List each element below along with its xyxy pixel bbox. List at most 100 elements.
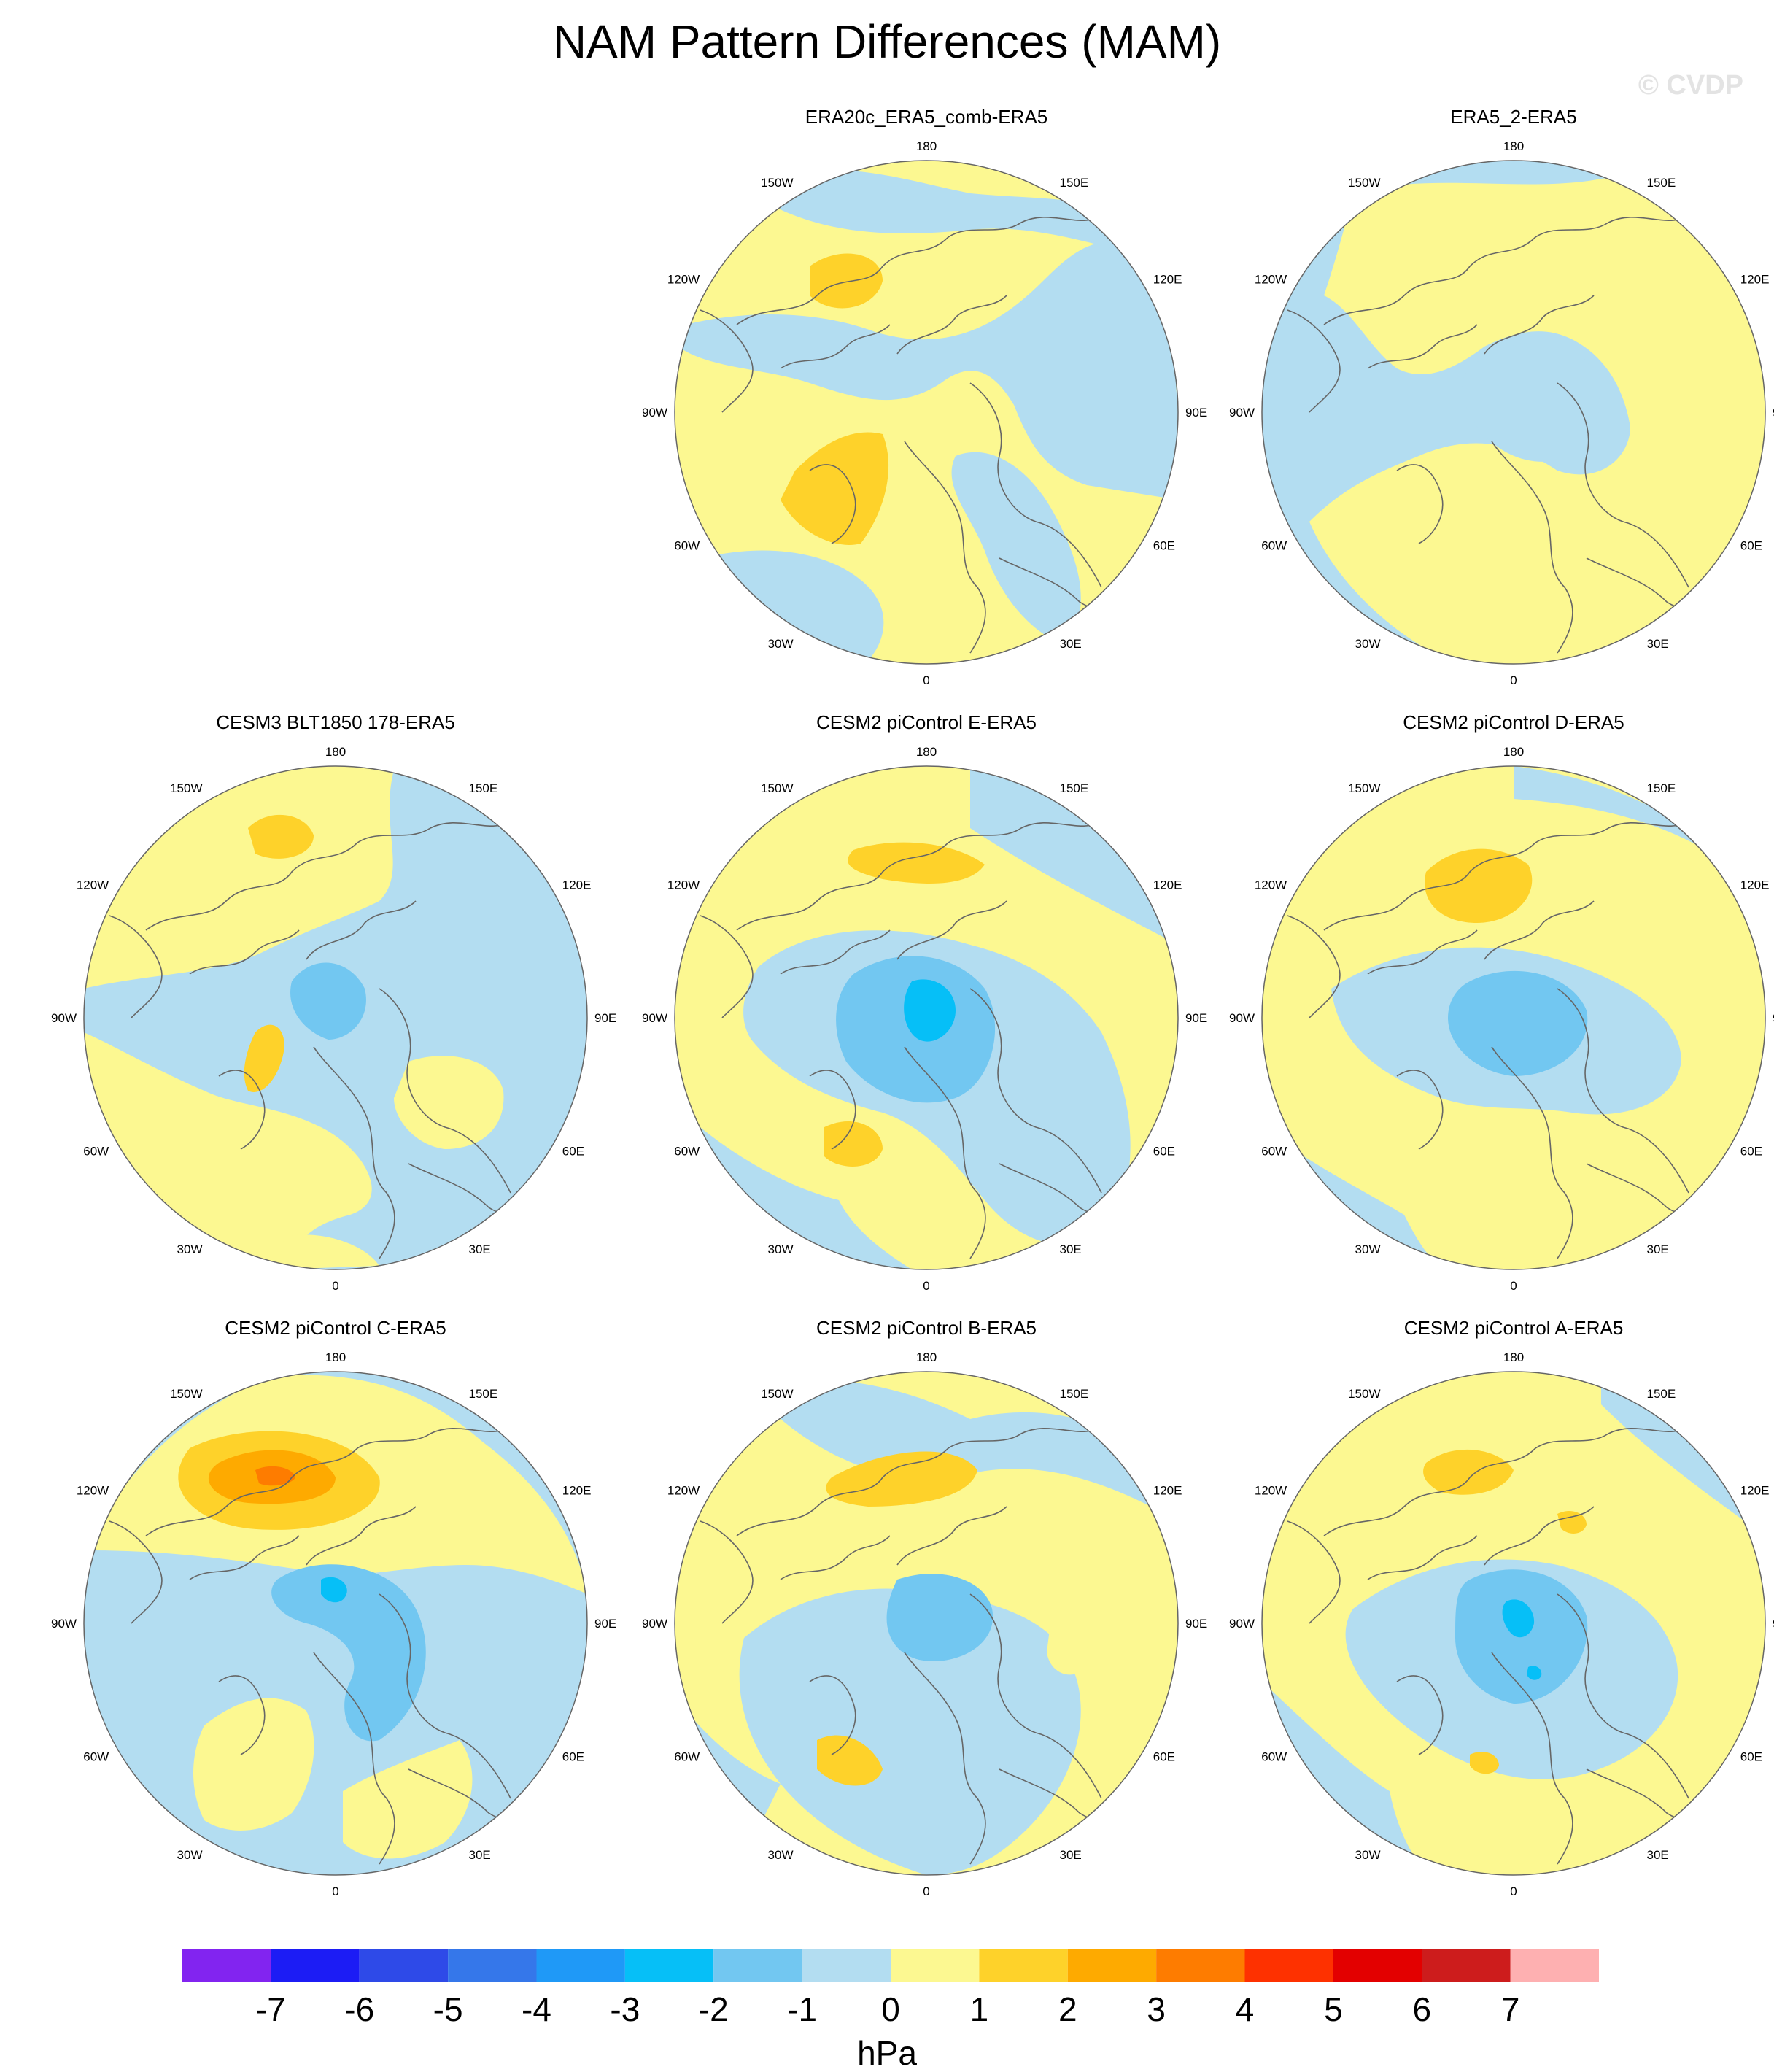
longitude-label: 120E xyxy=(562,1484,592,1498)
coastline xyxy=(809,1070,856,1150)
longitude-label: 60E xyxy=(1153,1145,1175,1159)
coastline xyxy=(969,988,1102,1194)
anomaly-contour-region xyxy=(1047,1622,1088,1675)
longitude-label: 30E xyxy=(1647,1848,1669,1862)
colorbar-box xyxy=(271,1949,360,1982)
colorbar-box xyxy=(1333,1949,1422,1982)
coastline xyxy=(379,988,511,1194)
longitude-label: 0 xyxy=(923,1279,929,1293)
coastline xyxy=(904,1046,986,1259)
polar-map: 180 0 90W 90E 150W 120W 60W 30W 150E 120E 60E 30E xyxy=(642,745,1207,1293)
colorbar-box xyxy=(1510,1949,1599,1982)
longitude-label: 30W xyxy=(1355,1242,1381,1256)
longitude-label: 150E xyxy=(1647,781,1676,795)
coastline xyxy=(780,1535,891,1580)
map-panel-p5: CESM2 piControl D-ERA5 180 0 90W 90E 150W 120W… xyxy=(1215,711,1774,1317)
anomaly-contour-region xyxy=(675,1696,781,1828)
anomaly-contour-region xyxy=(244,1024,284,1092)
longitude-label: 180 xyxy=(325,745,346,759)
longitude-label: 180 xyxy=(325,1350,346,1364)
coastline xyxy=(313,1046,395,1259)
longitude-label: 120W xyxy=(667,273,700,287)
anomaly-contour-region xyxy=(1514,766,1747,879)
colorbar-box xyxy=(1422,1949,1511,1982)
longitude-label: 150E xyxy=(1647,176,1676,190)
longitude-label: 150W xyxy=(1348,781,1380,795)
longitude-label: 0 xyxy=(332,1279,338,1293)
longitude-label: 60E xyxy=(1740,1145,1762,1159)
longitude-label: 30W xyxy=(768,1242,794,1256)
colorbar-tick-label: -4 xyxy=(522,1990,551,2028)
coastline xyxy=(1491,441,1573,654)
map-panel-p4: CESM2 piControl E-ERA5 180 0 90W 90E 150W 120W… xyxy=(627,711,1225,1317)
map-border xyxy=(674,765,1179,1270)
longitude-label: 180 xyxy=(1503,1350,1524,1364)
longitude-label: 120W xyxy=(1255,1484,1287,1498)
colorbar-box xyxy=(1244,1949,1333,1982)
longitude-label: 0 xyxy=(1510,1884,1517,1898)
coastline xyxy=(1323,820,1689,931)
longitude-label: 150W xyxy=(170,1387,202,1401)
anomaly-contour-region xyxy=(739,1588,1081,1875)
longitude-label: 120E xyxy=(1153,878,1182,892)
cvdp-watermark: © CVDP xyxy=(1638,70,1743,101)
coastline xyxy=(1323,1426,1689,1536)
longitude-label: 90E xyxy=(1773,406,1774,420)
colorbar-tick-label: 5 xyxy=(1324,1990,1343,2028)
colorbar-box xyxy=(979,1949,1068,1982)
coastline xyxy=(1484,1506,1595,1566)
anomaly-contour-region xyxy=(394,1056,504,1149)
longitude-label: 120W xyxy=(77,878,109,892)
anomaly-contour-region xyxy=(1448,970,1588,1076)
longitude-label: 0 xyxy=(923,1884,929,1898)
longitude-label: 150E xyxy=(1060,176,1089,190)
coastline xyxy=(780,324,891,369)
anomaly-contour-region xyxy=(1423,1449,1514,1495)
polar-map: 180 0 90W 90E 150W 120W 60W 30W 150E 120E 60E 30E xyxy=(51,1350,616,1898)
longitude-label: 90W xyxy=(51,1011,77,1025)
colorbar-tick-label: 6 xyxy=(1412,1990,1431,2028)
coastline xyxy=(1557,1593,1689,1799)
longitude-label: 60W xyxy=(83,1750,109,1764)
map-border xyxy=(1261,160,1766,665)
coastline xyxy=(700,1520,754,1624)
anomaly-contour-region xyxy=(810,253,883,309)
longitude-label: 90E xyxy=(594,1617,616,1631)
coastline xyxy=(109,1520,163,1624)
coastline xyxy=(700,309,754,413)
longitude-label: 120E xyxy=(1740,1484,1770,1498)
longitude-label: 90E xyxy=(1185,1617,1207,1631)
longitude-label: 150E xyxy=(1647,1387,1676,1401)
colorbar-units: hPa xyxy=(857,2034,917,2072)
longitude-label: 120E xyxy=(562,878,592,892)
colorbar-box xyxy=(891,1949,980,1982)
coastline xyxy=(904,441,986,654)
panel-title: ERA20c_ERA5_comb-ERA5 xyxy=(805,106,1048,128)
longitude-label: 150E xyxy=(1060,1387,1089,1401)
anomaly-contour-region xyxy=(904,979,956,1042)
longitude-label: 90E xyxy=(1185,406,1207,420)
longitude-label: 150W xyxy=(1348,1387,1380,1401)
longitude-label: 150W xyxy=(761,176,793,190)
longitude-label: 90W xyxy=(51,1617,77,1631)
longitude-label: 150E xyxy=(1060,781,1089,795)
coastline xyxy=(189,929,300,975)
coastline xyxy=(969,382,1102,588)
anomaly-contour-region xyxy=(1527,1666,1542,1680)
coastline xyxy=(780,929,891,975)
longitude-label: 150W xyxy=(761,781,793,795)
longitude-label: 180 xyxy=(1503,745,1524,759)
anomaly-contour-region xyxy=(343,1740,473,1859)
longitude-label: 30W xyxy=(768,1848,794,1862)
longitude-label: 150W xyxy=(761,1387,793,1401)
coastline xyxy=(969,1593,1102,1799)
longitude-label: 180 xyxy=(916,745,937,759)
longitude-label: 180 xyxy=(1503,139,1524,153)
longitude-label: 60W xyxy=(1261,539,1287,553)
coastline xyxy=(218,1675,266,1755)
longitude-label: 90W xyxy=(642,1617,667,1631)
panel-title: CESM2 piControl A-ERA5 xyxy=(1403,1317,1624,1339)
coastline xyxy=(1484,900,1595,960)
longitude-label: 180 xyxy=(916,139,937,153)
colorbar-tick-label: -1 xyxy=(787,1990,817,2028)
